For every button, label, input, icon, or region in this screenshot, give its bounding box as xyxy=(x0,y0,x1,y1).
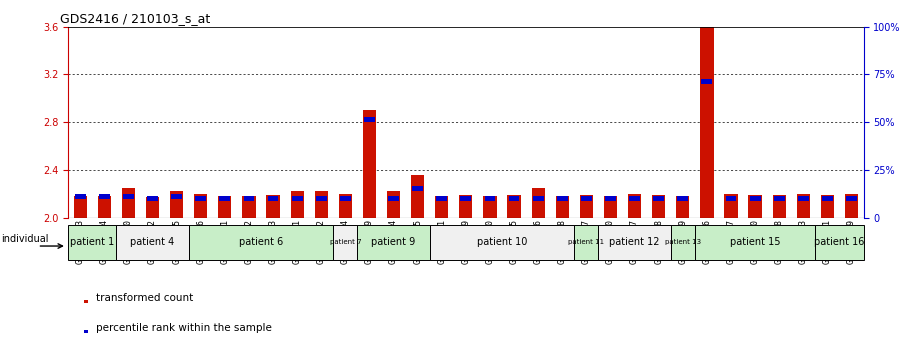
Bar xyxy=(798,196,809,200)
Text: GDS2416 / 210103_s_at: GDS2416 / 210103_s_at xyxy=(60,12,211,25)
Bar xyxy=(292,196,303,200)
Bar xyxy=(796,194,810,218)
Bar xyxy=(146,198,159,218)
Bar xyxy=(821,195,834,218)
Bar xyxy=(84,330,88,333)
Text: patient 12: patient 12 xyxy=(609,238,660,247)
Bar xyxy=(628,194,641,218)
Bar xyxy=(676,196,689,218)
Text: transformed count: transformed count xyxy=(95,293,193,303)
Text: patient 13: patient 13 xyxy=(664,240,701,245)
Bar xyxy=(170,192,184,218)
Bar xyxy=(700,27,714,218)
Bar xyxy=(459,195,473,218)
Bar xyxy=(555,196,569,218)
Bar xyxy=(435,196,448,218)
Text: patient 9: patient 9 xyxy=(372,238,415,247)
Bar xyxy=(677,196,688,200)
Bar xyxy=(189,225,334,260)
Bar xyxy=(598,225,671,260)
Bar xyxy=(773,195,785,218)
Bar xyxy=(171,194,182,199)
Bar xyxy=(822,196,833,200)
Text: patient 7: patient 7 xyxy=(330,240,361,245)
Bar xyxy=(436,196,447,200)
Bar xyxy=(604,196,617,218)
Bar xyxy=(315,192,328,218)
Bar xyxy=(581,196,592,200)
Bar xyxy=(122,188,135,218)
Bar xyxy=(291,192,304,218)
Text: patient 4: patient 4 xyxy=(130,238,175,247)
Bar xyxy=(340,196,351,200)
Bar xyxy=(195,196,206,200)
Text: patient 6: patient 6 xyxy=(239,238,283,247)
Bar xyxy=(75,194,85,199)
Bar xyxy=(244,196,255,200)
Bar xyxy=(99,194,110,199)
Bar xyxy=(68,225,116,260)
Bar xyxy=(363,110,376,218)
Text: patient 11: patient 11 xyxy=(568,240,604,245)
Bar xyxy=(533,196,544,200)
Bar xyxy=(195,194,207,218)
Bar xyxy=(116,225,189,260)
Bar xyxy=(484,196,495,200)
Bar xyxy=(266,195,280,218)
Bar xyxy=(315,196,326,200)
Bar xyxy=(430,225,574,260)
Bar xyxy=(334,225,357,260)
Text: patient 1: patient 1 xyxy=(70,238,115,247)
Bar xyxy=(844,194,858,218)
Bar xyxy=(652,195,665,218)
Bar xyxy=(357,225,430,260)
Bar xyxy=(774,196,784,200)
Bar xyxy=(846,196,857,200)
Bar xyxy=(748,195,762,218)
Bar xyxy=(671,225,694,260)
Text: patient 15: patient 15 xyxy=(730,238,780,247)
Bar xyxy=(339,194,352,218)
Bar xyxy=(654,196,664,200)
Bar xyxy=(815,225,864,260)
Text: patient 10: patient 10 xyxy=(477,238,527,247)
Bar xyxy=(484,196,496,218)
Bar xyxy=(243,196,255,218)
Bar xyxy=(219,196,230,200)
Bar xyxy=(84,300,88,303)
Text: percentile rank within the sample: percentile rank within the sample xyxy=(95,322,272,333)
Bar xyxy=(580,195,593,218)
Bar xyxy=(461,196,471,200)
Bar xyxy=(557,196,568,200)
Bar xyxy=(387,192,400,218)
Bar xyxy=(507,195,521,218)
Bar xyxy=(413,186,423,191)
Bar xyxy=(364,118,375,122)
Bar xyxy=(123,194,134,199)
Bar xyxy=(388,196,399,200)
Bar xyxy=(411,175,425,218)
Bar xyxy=(574,225,598,260)
Bar xyxy=(724,194,737,218)
Bar xyxy=(605,196,616,200)
Bar xyxy=(694,225,815,260)
Bar xyxy=(629,196,640,200)
Bar xyxy=(218,196,232,218)
Bar xyxy=(509,196,519,200)
Bar xyxy=(750,196,761,200)
Bar xyxy=(725,196,736,200)
Bar xyxy=(74,196,87,218)
Text: patient 16: patient 16 xyxy=(814,238,864,247)
Text: individual: individual xyxy=(1,234,49,244)
Bar xyxy=(702,79,713,84)
Bar xyxy=(147,196,158,200)
Bar xyxy=(97,196,111,218)
Bar xyxy=(267,196,278,200)
Bar xyxy=(532,188,544,218)
